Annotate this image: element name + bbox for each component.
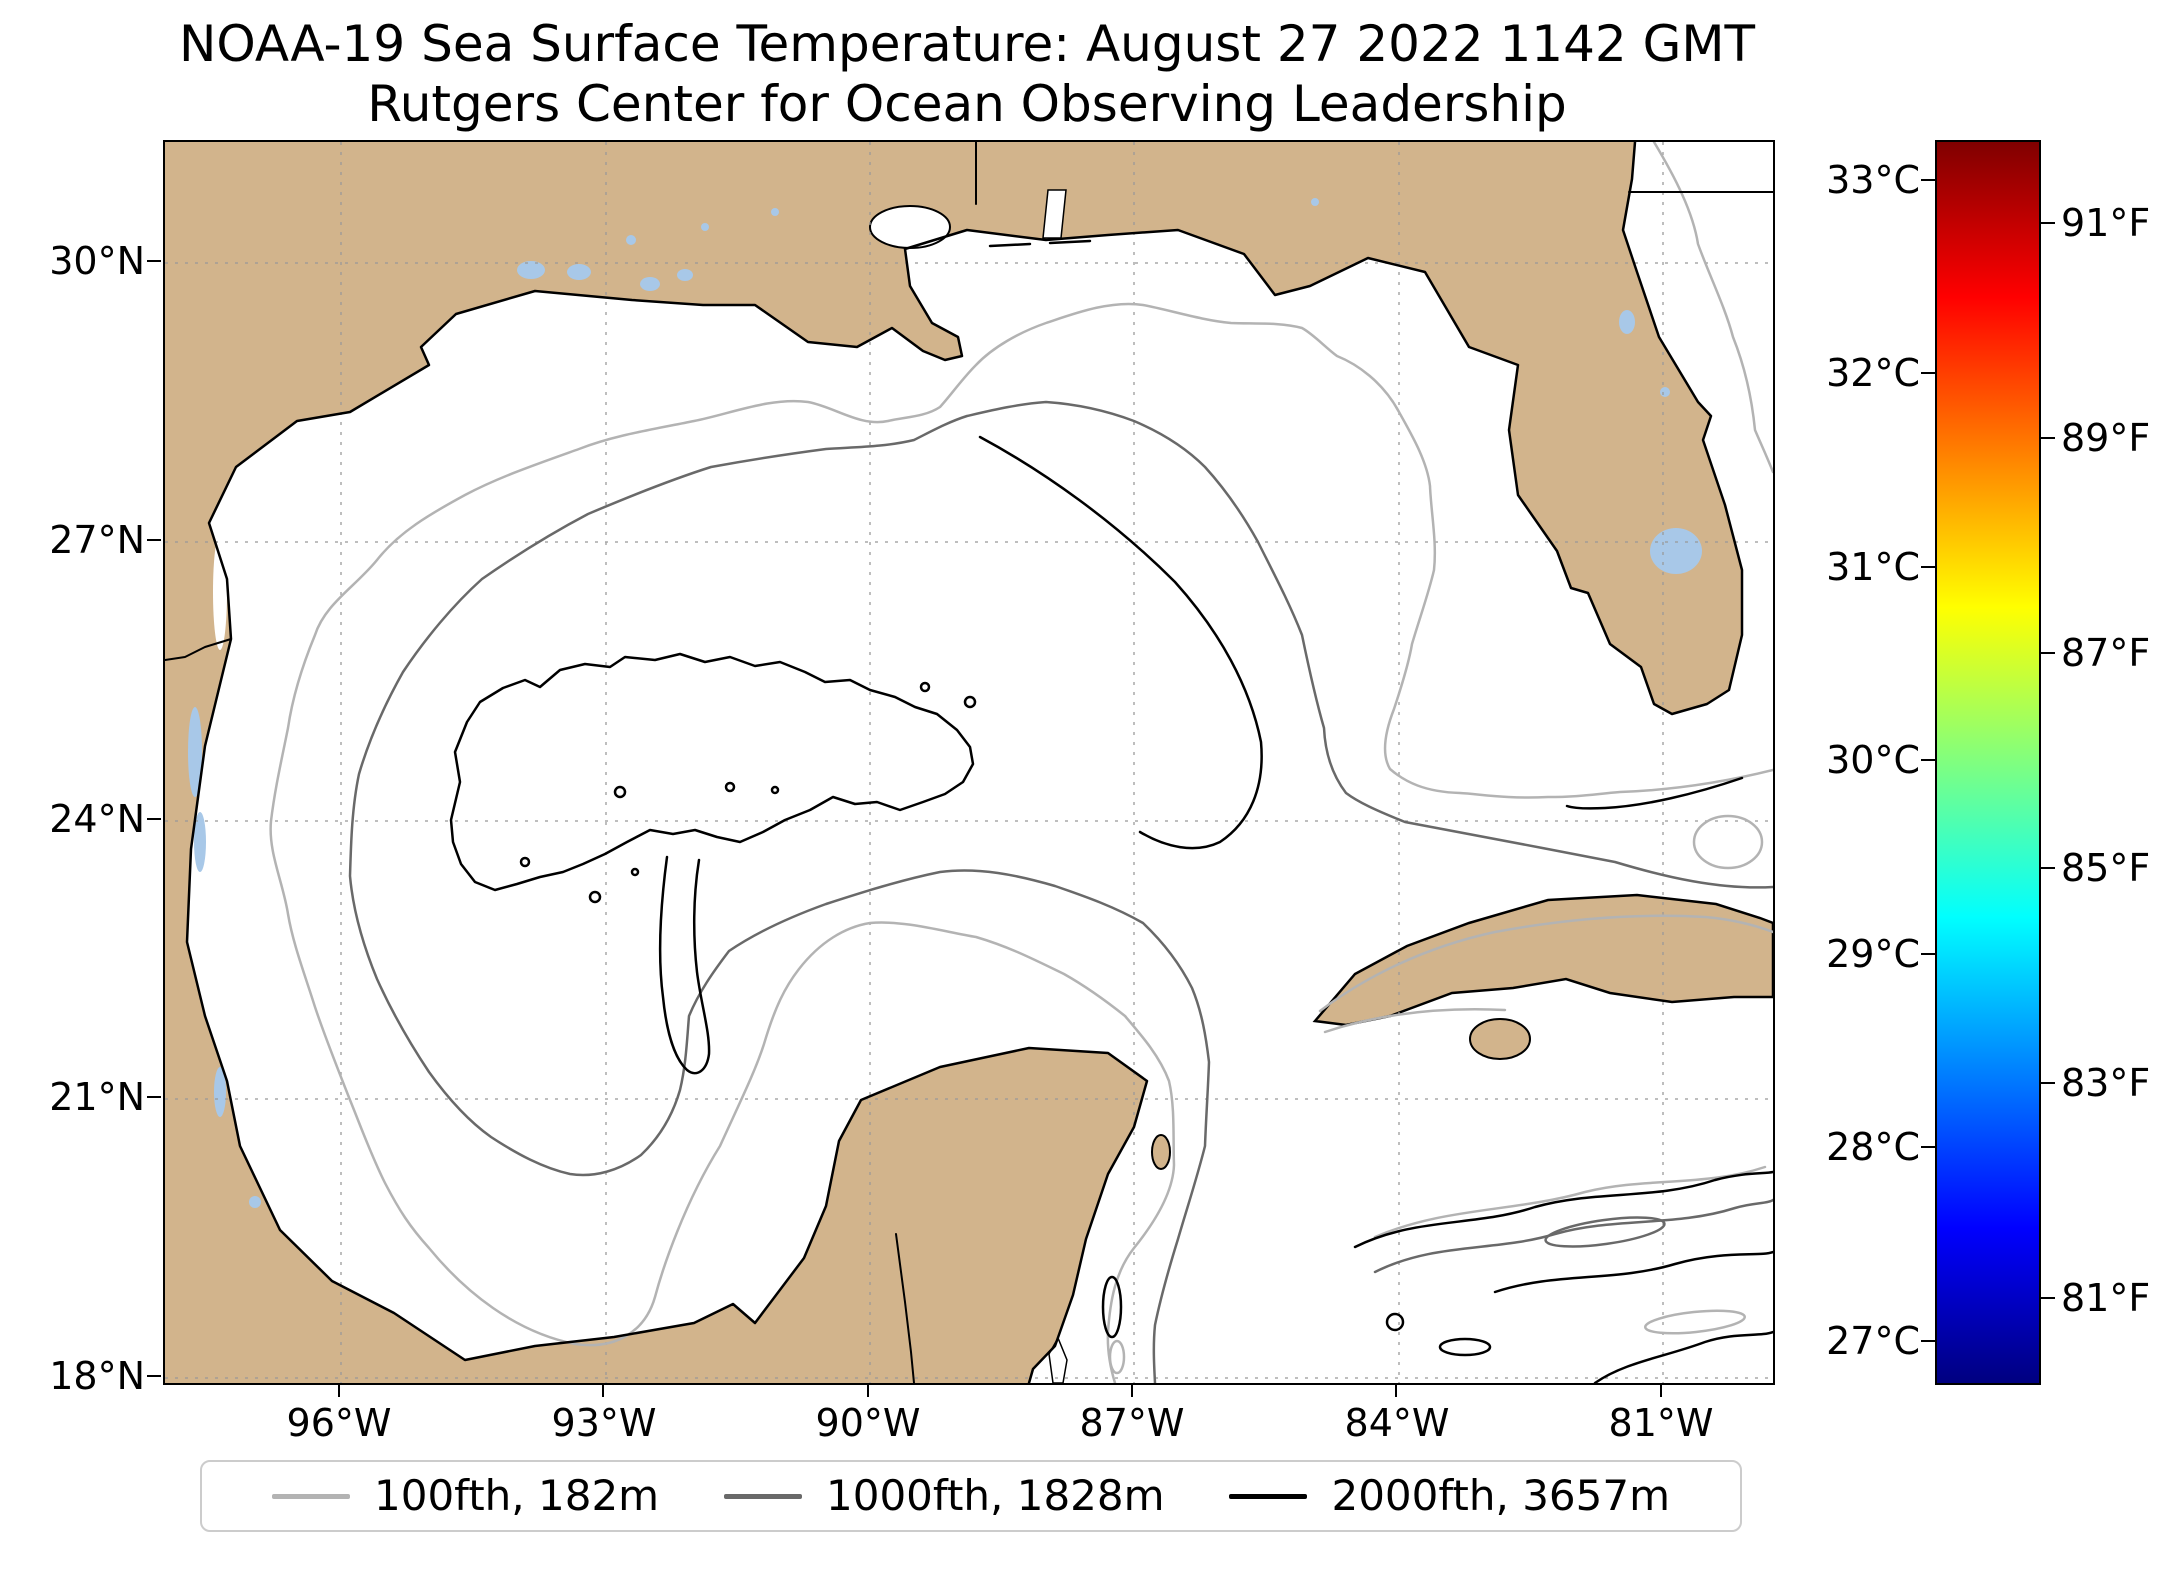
colorbar-tick	[1921, 953, 1935, 955]
legend-item-1000fth: 1000fth, 1828m	[724, 1472, 1165, 1520]
axis-tick	[867, 1383, 869, 1397]
florida-keys	[1565, 776, 1744, 810]
x-axis-tick-label: 93°W	[551, 1401, 657, 1445]
x-axis-tick-label: 84°W	[1344, 1401, 1450, 1445]
axis-tick	[1660, 1383, 1662, 1397]
legend-label: 1000fth, 1828m	[826, 1471, 1165, 1520]
colorbar-celsius-label: 28°C	[1826, 1125, 1920, 1169]
colorbar-tick	[1921, 566, 1935, 568]
colorbar-tick	[2041, 652, 2055, 654]
x-axis-tick-label: 81°W	[1608, 1401, 1714, 1445]
colorbar-tick	[2041, 437, 2055, 439]
y-axis-tick-label: 30°N	[49, 239, 145, 283]
colorbar-celsius-label: 29°C	[1826, 932, 1920, 976]
colorbar-tick	[2041, 222, 2055, 224]
legend-line-sample-1000fth	[724, 1493, 803, 1499]
axis-tick	[147, 539, 161, 541]
colorbar-celsius-label: 33°C	[1826, 158, 1920, 202]
y-axis-tick-label: 18°N	[49, 1354, 145, 1398]
axis-tick	[147, 1375, 161, 1377]
legend-label: 100fth, 182m	[374, 1471, 660, 1520]
graticule-gridlines	[165, 142, 1773, 1383]
colorbar-tick	[1921, 372, 1935, 374]
colorbar-tick	[2041, 1082, 2055, 1084]
legend-item-2000fth: 2000fth, 3657m	[1229, 1472, 1670, 1520]
figure-title: NOAA-19 Sea Surface Temperature: August …	[178, 15, 1756, 73]
axis-tick	[602, 1383, 604, 1397]
x-axis-tick-label: 90°W	[815, 1401, 921, 1445]
axis-tick	[1395, 1383, 1397, 1397]
colorbar-tick	[2041, 1297, 2055, 1299]
legend-line-sample-100fth	[272, 1493, 350, 1499]
axis-tick	[147, 260, 161, 262]
colorbar-tick	[1921, 1340, 1935, 1342]
colorbar-celsius-label: 31°C	[1826, 545, 1920, 589]
x-axis-tick-label: 87°W	[1079, 1401, 1185, 1445]
colorbar-tick	[1921, 179, 1935, 181]
colorbar-fahrenheit-label: 85°F	[2061, 846, 2151, 890]
bathymetry-contour-1000fth	[348, 400, 1773, 1383]
legend: 100fth, 182m 1000fth, 1828m 2000fth, 365…	[200, 1460, 1742, 1532]
colorbar-tick	[1921, 1146, 1935, 1148]
map-plot	[163, 140, 1775, 1385]
colorbar-fahrenheit-label: 89°F	[2061, 416, 2151, 460]
axis-tick	[1131, 1383, 1133, 1397]
gulf-of-mexico-map	[165, 142, 1773, 1383]
y-axis-tick-label: 21°N	[49, 1075, 145, 1119]
colorbar-celsius-label: 30°C	[1826, 738, 1920, 782]
colorbar-fahrenheit-label: 91°F	[2061, 201, 2151, 245]
bathymetry-contour-2000fth	[449, 435, 1773, 1383]
colorbar-tick	[1921, 759, 1935, 761]
axis-tick	[338, 1383, 340, 1397]
axis-tick	[147, 1096, 161, 1098]
bathymetry-contour-100fth	[269, 142, 1773, 1383]
legend-item-100fth: 100fth, 182m	[272, 1472, 659, 1520]
land-geometry	[165, 142, 1773, 1383]
legend-line-sample-2000fth	[1229, 1493, 1308, 1499]
colorbar-celsius-label: 27°C	[1826, 1319, 1920, 1363]
lakes-and-bays	[188, 189, 1702, 1383]
colorbar-gradient	[1935, 140, 2041, 1385]
y-axis-tick-label: 27°N	[49, 518, 145, 562]
title-block: NOAA-19 Sea Surface Temperature: August …	[163, 14, 1771, 134]
colorbar-tick	[2041, 867, 2055, 869]
colorbar-celsius-label: 32°C	[1826, 351, 1920, 395]
coastline	[165, 142, 1773, 1383]
axis-tick	[147, 818, 161, 820]
colorbar-fahrenheit-label: 83°F	[2061, 1061, 2151, 1105]
y-axis-tick-label: 24°N	[49, 797, 145, 841]
colorbar-fahrenheit-label: 81°F	[2061, 1276, 2151, 1320]
legend-label: 2000fth, 3657m	[1331, 1471, 1670, 1520]
figure-subtitle: Rutgers Center for Ocean Observing Leade…	[367, 75, 1567, 133]
colorbar-fahrenheit-label: 87°F	[2061, 631, 2151, 675]
x-axis-tick-label: 96°W	[286, 1401, 392, 1445]
